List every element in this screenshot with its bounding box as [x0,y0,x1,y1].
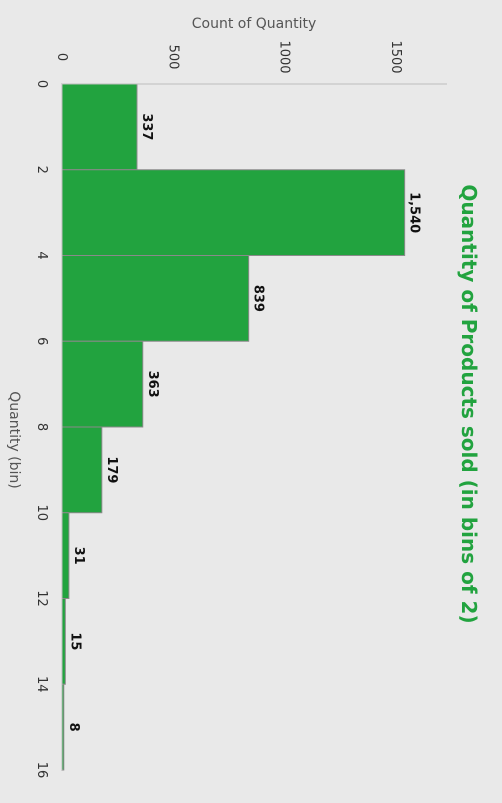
quantity-tick-4: 4 [34,251,49,259]
count-axis-title: Count of Quantity [192,16,316,32]
count-tick-0: 0 [54,53,69,61]
bar-bin-10 [61,512,70,599]
data-label-bin-0: 337 [139,113,154,140]
count-tick-500: 500 [165,45,180,70]
bar-bin-0 [61,83,138,171]
quantity-axis-title: Quantity (bin) [6,391,22,489]
quantity-tick-10: 10 [34,504,49,521]
quantity-axis-ticks: 0 2 4 6 8 10 12 14 16 [34,80,49,778]
data-label-bin-2: 1,540 [407,192,422,233]
quantity-tick-6: 6 [34,337,49,345]
data-labels-group: 337 1,540 839 363 179 31 15 8 [66,113,422,731]
data-label-bin-8: 179 [104,456,119,483]
quantity-tick-12: 12 [34,590,49,607]
quantity-tick-16: 16 [34,762,49,779]
count-tick-1000: 1000 [277,40,292,73]
chart-title: Quantity of Products sold (in bins of 2) [457,184,481,623]
bar-bin-8 [61,426,103,514]
quantity-tick-0: 0 [34,80,49,88]
quantity-tick-2: 2 [34,166,49,174]
data-label-bin-4: 839 [251,285,266,312]
data-label-bin-10: 31 [71,547,86,565]
data-label-bin-6: 363 [145,371,160,398]
bar-bin-6 [61,340,144,428]
bar-bin-2 [61,169,406,256]
quantity-tick-14: 14 [34,676,49,693]
bar-bin-12 [61,598,66,685]
quantity-tick-8: 8 [34,423,49,431]
data-label-bin-14: 8 [66,723,81,732]
bar-bin-4 [61,255,250,342]
bars-group [61,83,406,771]
count-tick-1500: 1500 [388,40,403,73]
data-label-bin-12: 15 [67,632,82,650]
count-axis-ticks: 0 500 1000 1500 [54,40,403,73]
